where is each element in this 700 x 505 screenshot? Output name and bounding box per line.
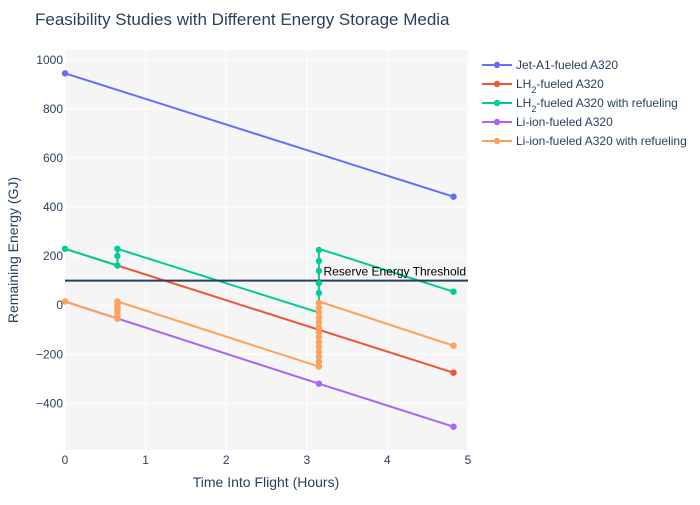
legend-swatch-marker (493, 99, 501, 107)
reserve-threshold-label: Reserve Energy Threshold (323, 265, 466, 279)
data-point (114, 262, 121, 269)
chart-title: Feasibility Studies with Different Energ… (35, 10, 450, 29)
legend-swatch-marker (493, 80, 501, 88)
data-point (315, 333, 323, 341)
y-tick-label: 0 (56, 298, 63, 312)
x-axis-title: Time Into Flight (Hours) (193, 474, 340, 490)
y-tick-label: −200 (36, 347, 63, 361)
data-point (450, 288, 457, 295)
data-point (114, 252, 121, 260)
data-point (315, 343, 323, 351)
data-point (450, 369, 457, 376)
axes: 0 1 2 3 4 5 −400 −200 0 200 400 600 800 1000 (36, 53, 472, 467)
data-point (315, 363, 323, 370)
data-point (315, 324, 323, 331)
legend-label: LH2-fueled A320 (516, 77, 604, 95)
legend-label: Li-ion-fueled A320 with refueling (516, 134, 687, 148)
legend-label: Li-ion-fueled A320 (516, 115, 613, 129)
data-point (61, 245, 69, 252)
y-tick-label: 1000 (36, 53, 63, 67)
data-point (315, 314, 323, 321)
data-point (114, 298, 121, 305)
data-point (315, 279, 323, 287)
data-point (315, 246, 323, 254)
x-tick-label: 4 (384, 453, 391, 467)
series-line (64, 300, 454, 368)
data-point (315, 358, 323, 365)
data-point (114, 245, 121, 252)
y-tick-label: 800 (43, 102, 63, 116)
legend-swatch-marker (493, 61, 501, 69)
data-point (315, 309, 323, 316)
legend-label: LH2-fueled A320 with refueling (516, 96, 678, 114)
data-point (315, 348, 323, 355)
data-point (450, 423, 457, 430)
data-point (315, 353, 323, 360)
grid-lines (64, 50, 469, 450)
data-point (315, 329, 323, 336)
data-point (315, 304, 323, 311)
data-point (450, 342, 457, 349)
x-tick-label: 0 (62, 453, 69, 467)
data-point (61, 298, 69, 305)
x-tick-label: 2 (223, 453, 230, 467)
series-line (64, 72, 454, 198)
legend-label: Jet-A1-fueled A320 (516, 58, 618, 72)
y-tick-label: 400 (43, 200, 63, 214)
data-point (450, 193, 457, 200)
y-tick-label: 200 (43, 249, 63, 263)
reference-line-group: Reserve Energy Threshold (65, 265, 468, 282)
data-point (61, 70, 69, 77)
legend: Jet-A1-fueled A320 LH2-fueled A320LH2-fue… (482, 58, 687, 148)
data-point (315, 267, 323, 275)
legend-swatch-marker (493, 118, 501, 126)
y-tick-label: −400 (36, 396, 63, 410)
data-point (315, 338, 323, 346)
y-tick-label: 600 (43, 151, 63, 165)
data-point (315, 380, 323, 387)
x-tick-label: 5 (465, 453, 472, 467)
x-tick-label: 1 (142, 453, 149, 467)
data-point (315, 319, 323, 326)
data-point (315, 289, 323, 297)
legend-swatch-marker (493, 137, 501, 145)
plot-area-background (65, 50, 468, 450)
series-line (64, 247, 454, 374)
y-axis-title: Remaining Energy (GJ) (5, 177, 21, 323)
data-point (315, 299, 323, 306)
series-markers (61, 70, 457, 430)
data-point (315, 257, 323, 265)
x-tick-label: 3 (303, 453, 310, 467)
